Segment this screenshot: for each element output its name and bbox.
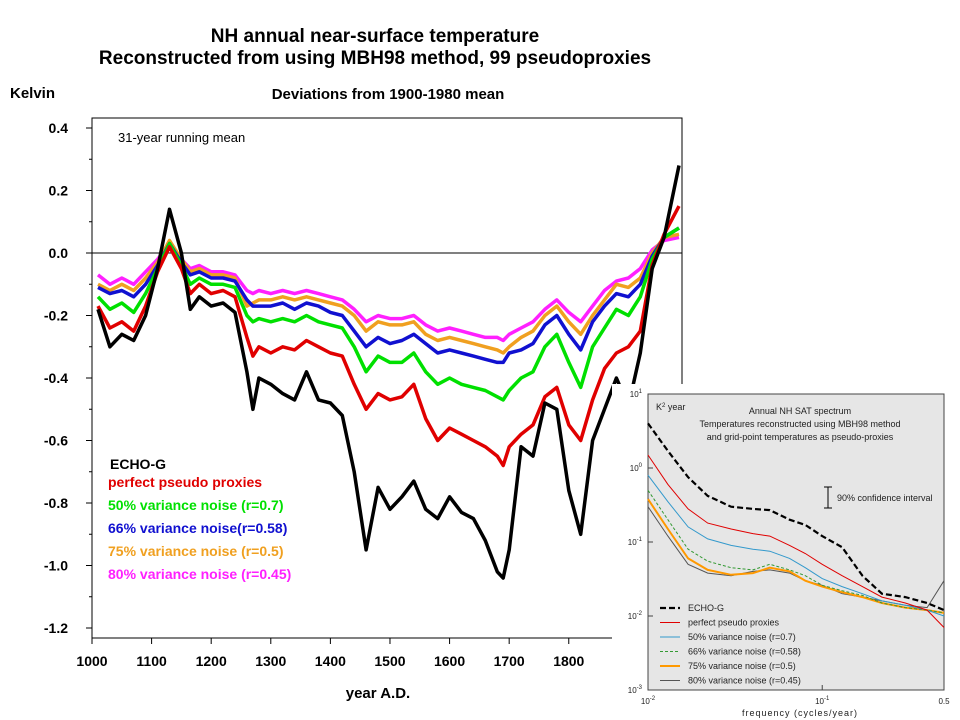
series-line-50-variance-noise-r-0-7- bbox=[96, 226, 680, 402]
x-tick-label: 1800 bbox=[553, 653, 584, 669]
series-line-75-variance-noise-r-0-5- bbox=[97, 232, 680, 355]
legend: ECHO-G perfect pseudo proxies 50% variance… bbox=[108, 456, 291, 582]
inset-chart: K2 year Annual NH SAT spectrum Temperatu… bbox=[612, 384, 958, 718]
inset-legend-entry: perfect pseudo proxies bbox=[688, 618, 780, 628]
x-tick-label: 1200 bbox=[196, 653, 227, 669]
x-tick-label: 1600 bbox=[434, 653, 465, 669]
inset-legend-entry: 75% variance noise (r=0.5) bbox=[688, 661, 796, 671]
inset-x-tick-label: 10-2 bbox=[641, 696, 656, 706]
y-tick-label: 0.4 bbox=[49, 120, 69, 136]
series-line-80-variance-noise-r-0-45- bbox=[96, 235, 680, 343]
inset-legend-entry: 80% variance noise (r=0.45) bbox=[688, 676, 801, 686]
confidence-interval-marker: 90% confidence interval bbox=[824, 486, 933, 509]
y-tick-label: -0.6 bbox=[44, 433, 68, 449]
y-tick-label: -1.2 bbox=[44, 620, 68, 636]
legend-entry: 80% variance noise (r=0.45) bbox=[108, 566, 291, 582]
inset-subtitle-1: Temperatures reconstructed using MBH98 m… bbox=[699, 419, 900, 429]
y-tick-label: -0.4 bbox=[44, 370, 68, 386]
series-group bbox=[96, 165, 681, 580]
inset-y-tick-label: 10-1 bbox=[628, 537, 643, 547]
inset-y-tick-label: 10-3 bbox=[628, 685, 643, 695]
main-subtitle: Reconstructed from using MBH98 method, 9… bbox=[99, 48, 651, 69]
inset-series-66-variance-noise-r-0-58- bbox=[647, 490, 945, 614]
inset-title: Annual NH SAT spectrum bbox=[749, 406, 851, 416]
x-tick-label: 1300 bbox=[255, 653, 286, 669]
inset-y-tick-label: 100 bbox=[630, 463, 643, 473]
running-mean-annotation: 31-year running mean bbox=[118, 130, 245, 145]
x-axis-label: year A.D. bbox=[346, 685, 410, 702]
inset-series-75-variance-noise-r-0-5- bbox=[647, 498, 945, 614]
inset-x-tick-label: 0.5 bbox=[938, 697, 950, 706]
inset-series-50-variance-noise-r-0-7- bbox=[647, 474, 945, 617]
x-tick-label: 1100 bbox=[136, 653, 167, 669]
y-axis-label: Kelvin bbox=[10, 85, 55, 102]
y-ticks: 0.4 0.2 0.0 -0.2 -0.4 -0.6 -0.8 -1.0 -1.2 bbox=[44, 120, 92, 636]
y-tick-label: -0.8 bbox=[44, 495, 68, 511]
x-tick-label: 1500 bbox=[374, 653, 405, 669]
inset-legend-entry: 66% variance noise (r=0.58) bbox=[688, 647, 801, 657]
legend-entry: perfect pseudo proxies bbox=[108, 474, 262, 490]
confidence-label: 90% confidence interval bbox=[837, 493, 933, 503]
inset-series-group bbox=[647, 422, 945, 628]
main-chart: NH annual near-surface temperature Recon… bbox=[10, 26, 683, 702]
y-tick-label: -1.0 bbox=[44, 558, 68, 574]
x-tick-label: 1000 bbox=[76, 653, 107, 669]
inset-legend-entry: 50% variance noise (r=0.7) bbox=[688, 632, 796, 642]
y-tick-label: 0.0 bbox=[49, 245, 69, 261]
x-ticks: 100011001200130014001500160017001800190 bbox=[76, 638, 640, 669]
inset-series-perfect-pseudo-proxies bbox=[647, 454, 945, 628]
inset-x-axis-label: frequency (cycles/year) bbox=[742, 708, 858, 718]
x-tick-label: 1700 bbox=[494, 653, 525, 669]
x-tick-label: 1400 bbox=[315, 653, 346, 669]
legend-title: ECHO-G bbox=[110, 456, 166, 472]
legend-entry: 50% variance noise (r=0.7) bbox=[108, 497, 284, 513]
plot-frame bbox=[91, 117, 683, 639]
inset-series-echo-g bbox=[647, 422, 945, 612]
inset-y-unit: K2 year bbox=[656, 402, 685, 412]
series-line-66-variance-noise-r-0-58- bbox=[97, 226, 680, 365]
y-tick-label: 0.2 bbox=[49, 183, 69, 199]
inset-legend-entry: ECHO-G bbox=[688, 603, 724, 613]
legend-entry: 66% variance noise(r=0.58) bbox=[108, 520, 287, 536]
inset-legend: ECHO-G perfect pseudo proxies 50% variance… bbox=[660, 603, 801, 686]
series-line-echo-g bbox=[96, 165, 681, 580]
inset-subtitle-2: and grid-point temperatures as pseudo-pr… bbox=[707, 432, 894, 442]
inset-x-tick-label: 10-1 bbox=[815, 696, 830, 706]
main-title: NH annual near-surface temperature bbox=[211, 26, 539, 47]
series-line-perfect-pseudo-proxies bbox=[96, 205, 681, 468]
legend-entry: 75% variance noise (r=0.5) bbox=[108, 543, 284, 559]
y-tick-label: -0.2 bbox=[44, 308, 68, 324]
main-subtitle-2: Deviations from 1900-1980 mean bbox=[272, 86, 505, 103]
inset-y-tick-label: 10-2 bbox=[628, 611, 643, 621]
inset-y-tick-label: 101 bbox=[630, 389, 643, 399]
